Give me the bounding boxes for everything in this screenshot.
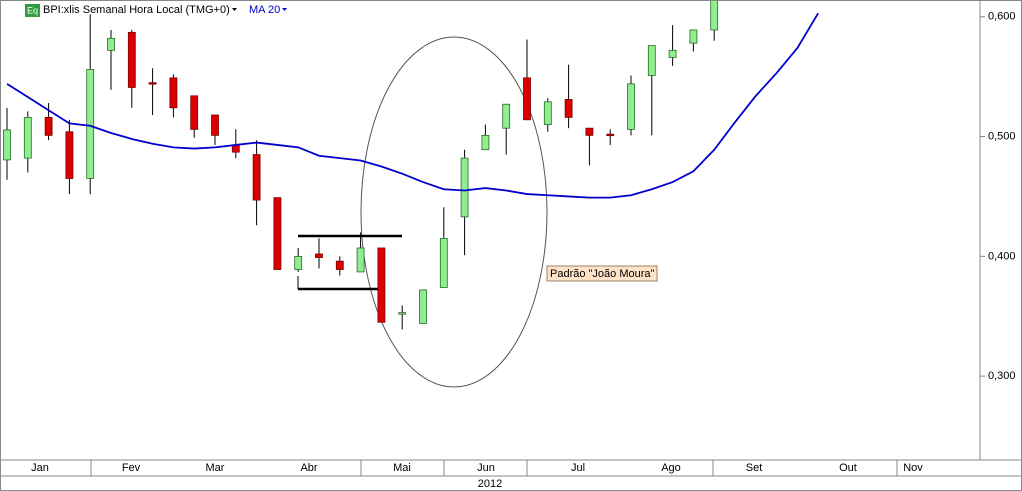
legend-label[interactable]: MA 20: [249, 4, 280, 16]
candle-body: [564, 99, 573, 118]
icon: [25, 4, 40, 17]
x-tick-label: Jan: [31, 462, 49, 474]
candle-body: [377, 247, 386, 323]
candle-body: [3, 129, 11, 161]
y-tick-label: 0,500: [988, 130, 1016, 142]
candle-body: [502, 103, 511, 129]
candle-body: [585, 127, 594, 136]
moving-average-line: [6, 12, 819, 199]
candle-body: [335, 260, 344, 270]
candle-body: [211, 114, 219, 136]
plot-area: [3, 0, 819, 388]
candle-body: [543, 101, 552, 125]
y-tick-label: 0,400: [988, 250, 1016, 262]
legend-label[interactable]: BPI:xlis Semanal Hora Local (TMG+0): [43, 4, 230, 16]
x-tick-label: Out: [839, 462, 857, 474]
y-tick-label: 0,300: [988, 370, 1016, 382]
candle-body: [273, 197, 282, 270]
candle-body: [356, 247, 365, 273]
candle-body: [23, 116, 32, 159]
candle-body: [65, 131, 74, 179]
x-tick-label: Mai: [393, 462, 411, 474]
dropdown-arrow[interactable]: [282, 8, 287, 11]
candle-body: [315, 253, 323, 258]
candle-body: [523, 77, 531, 121]
x-tick-label: Jun: [477, 462, 495, 474]
x-tick-label: Nov: [903, 462, 923, 474]
y-tick-label: 0,600: [988, 11, 1016, 23]
candle-body: [294, 255, 303, 270]
header: Eq BPI:xlis Semanal Hora Local (TMG+0) M…: [25, 4, 287, 17]
x-tick-label: Jul: [571, 462, 585, 474]
year-label: 2012: [478, 478, 502, 490]
candle-body: [398, 312, 407, 315]
candle-body: [460, 157, 469, 218]
candle-body: [689, 29, 698, 44]
x-tick-label: Mar: [206, 462, 225, 474]
candle-body: [190, 95, 199, 130]
candle-body: [710, 0, 719, 31]
candle-body: [627, 83, 635, 130]
annotation-box: [546, 265, 658, 282]
candle-body: [148, 82, 157, 85]
candle-body: [419, 289, 427, 324]
candle-body: [252, 154, 261, 201]
candle-body: [107, 37, 115, 51]
annotation: Padrão "João Moura": [550, 268, 655, 280]
x-tick-label: Abr: [300, 462, 317, 474]
candle-body: [439, 237, 448, 288]
candle-body: [127, 31, 136, 88]
candle-body: [86, 69, 95, 179]
candle-body: [481, 134, 490, 151]
candle-body: [668, 49, 677, 58]
pattern-ellipse: [360, 36, 548, 388]
x-tick-label: Fev: [122, 462, 141, 474]
candle-body: [647, 45, 656, 76]
x-tick-label: Ago: [661, 462, 681, 474]
candle-body: [169, 77, 178, 109]
icon-label: Eq: [27, 5, 38, 15]
candle-body: [606, 133, 615, 137]
candle-body: [44, 116, 53, 136]
dropdown-arrow[interactable]: [232, 8, 237, 11]
x-tick-label: Set: [746, 462, 763, 474]
